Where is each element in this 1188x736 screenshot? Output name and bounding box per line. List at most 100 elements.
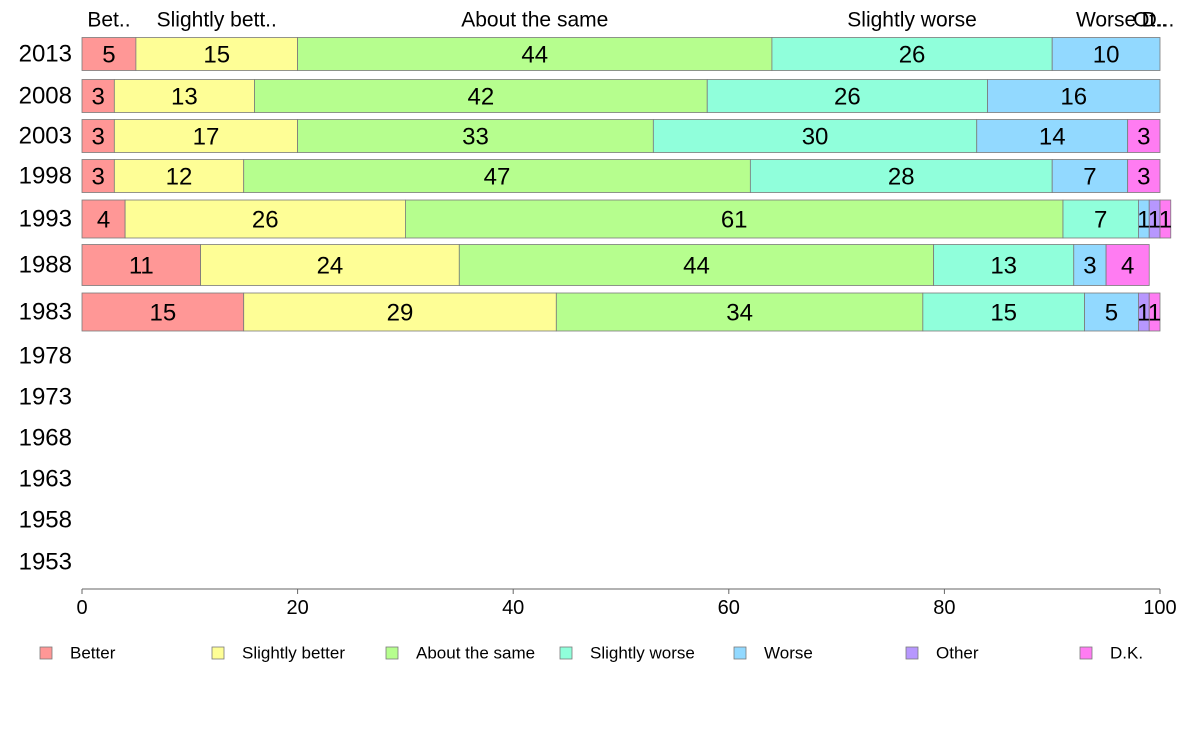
bar-1988-slightly-better <box>200 244 460 286</box>
bar-1993-slightly-better <box>124 199 406 239</box>
top-label-better: Bet.. <box>87 9 130 32</box>
bar-label-2013-slightly-worse: 26 <box>899 42 926 69</box>
bar-label-1988-d-k: 4 <box>1121 253 1134 280</box>
bar-label-1988-about-the-same: 44 <box>683 253 710 280</box>
x-tick-60: 60 <box>718 597 740 619</box>
bar-1983-better <box>81 292 245 332</box>
bar-label-1988-better: 11 <box>129 253 154 280</box>
y-tick-1988: 1988 <box>19 252 72 279</box>
bar-2003-slightly-better <box>113 119 298 153</box>
bar-label-2003-d-k: 3 <box>1137 124 1150 151</box>
top-label-slightly-better: Slightly bett.. <box>157 9 277 32</box>
legend-label-slightly-better: Slightly better <box>242 644 345 663</box>
bar-2003-better <box>81 119 115 153</box>
y-tick-1978: 1978 <box>19 343 72 370</box>
bar-2013-slightly-better <box>135 37 298 71</box>
bar-label-2003-about-the-same: 33 <box>462 124 489 151</box>
top-label-slightly-worse: Slightly worse <box>847 9 977 32</box>
bar-label-1983-worse: 5 <box>1105 300 1118 327</box>
bar-label-1998-slightly-better: 12 <box>166 164 193 191</box>
bar-label-1983-other: 1 <box>1137 300 1150 327</box>
bar-label-1998-better: 3 <box>91 164 104 191</box>
legend-swatch-d-k <box>1079 646 1093 660</box>
y-tick-1993: 1993 <box>19 206 72 233</box>
bar-label-1998-about-the-same: 47 <box>484 164 511 191</box>
bar-2008-slightly-better <box>113 79 255 113</box>
bar-label-1993-worse: 1 <box>1137 207 1150 234</box>
bars: 5 15 44 26 103 13 42 26 163 17 33 30 14 33 12 47 28 7 34 26… <box>81 37 1172 332</box>
bar-2008-worse <box>987 79 1161 113</box>
bar-1998-d-k <box>1127 159 1161 193</box>
bar-label-2003-slightly-worse: 30 <box>802 124 829 151</box>
bar-label-2003-better: 3 <box>91 124 104 151</box>
bar-label-1993-slightly-better: 26 <box>252 207 279 234</box>
bar-label-1988-worse: 3 <box>1083 253 1096 280</box>
bar-label-1983-slightly-better: 29 <box>387 300 414 327</box>
bar-label-2008-slightly-better: 13 <box>171 84 198 111</box>
bar-label-1983-d-k: 1 <box>1148 300 1161 327</box>
legend-swatch-better <box>39 646 53 660</box>
legend-label-better: Better <box>70 644 116 663</box>
bar-2013-worse <box>1051 37 1161 71</box>
bar-label-1998-worse: 7 <box>1083 164 1096 191</box>
bar-label-2013-worse: 10 <box>1093 42 1120 69</box>
legend-label-slightly-worse: Slightly worse <box>590 644 695 663</box>
bar-1998-slightly-better <box>113 159 245 193</box>
top-label-about-the-same: About the same <box>461 9 608 32</box>
x-tick-20: 20 <box>286 597 308 619</box>
bar-label-1993-about-the-same: 61 <box>721 207 748 234</box>
bar-label-1988-slightly-worse: 13 <box>990 253 1017 280</box>
bar-label-1993-other: 1 <box>1148 207 1161 234</box>
bar-label-2003-slightly-better: 17 <box>193 124 220 151</box>
legend-label-other: Other <box>936 644 979 663</box>
top-label-d-k: D... <box>1142 9 1175 32</box>
bar-label-2013-better: 5 <box>102 42 115 69</box>
x-tick-0: 0 <box>76 597 87 619</box>
bar-2008-about-the-same <box>254 79 708 113</box>
bar-label-1983-about-the-same: 34 <box>726 300 753 327</box>
legend-label-about-the-same: About the same <box>416 644 535 663</box>
bar-2008-slightly-worse <box>706 79 988 113</box>
y-tick-1958: 1958 <box>19 507 72 534</box>
bar-label-1993-better: 4 <box>97 207 110 234</box>
bar-1993-d-k <box>1159 199 1172 239</box>
bar-label-1998-slightly-worse: 28 <box>888 164 915 191</box>
bar-label-1988-slightly-better: 24 <box>317 253 344 280</box>
bar-2003-d-k <box>1127 119 1161 153</box>
y-axis: 2013 2008 2003 1998 1993 1988 1983 1978 1973 1968… <box>19 41 72 576</box>
bar-label-2008-worse: 16 <box>1060 84 1087 111</box>
bar-2008-better <box>81 79 115 113</box>
y-tick-1963: 1963 <box>19 466 72 493</box>
bar-label-1983-better: 15 <box>149 300 176 327</box>
legend-label-worse: Worse <box>764 644 813 663</box>
top-category-labels: Bet.. Slightly bett.. About the same Slight… <box>87 9 1174 32</box>
bar-1988-about-the-same <box>458 244 935 286</box>
bar-1988-d-k <box>1105 244 1150 286</box>
bar-2003-about-the-same <box>297 119 654 153</box>
bar-2003-slightly-worse <box>652 119 978 153</box>
legend-swatch-slightly-better <box>211 646 225 660</box>
top-label-other: Ot.. <box>1133 9 1167 32</box>
y-tick-2003: 2003 <box>19 123 72 150</box>
bar-label-2013-about-the-same: 44 <box>521 42 548 69</box>
top-label-worse: Worse <box>1076 9 1136 32</box>
bar-label-2003-worse: 14 <box>1039 124 1066 151</box>
y-tick-2008: 2008 <box>19 83 72 110</box>
bar-label-1993-d-k: 1 <box>1159 207 1172 234</box>
bar-1988-slightly-worse <box>933 244 1075 286</box>
bar-2003-worse <box>976 119 1129 153</box>
x-tick-80: 80 <box>933 597 955 619</box>
bar-label-1993-slightly-worse: 7 <box>1094 207 1107 234</box>
bar-1983-about-the-same <box>555 292 924 332</box>
bar-1998-about-the-same <box>243 159 751 193</box>
y-tick-1973: 1973 <box>19 384 72 411</box>
y-tick-2013: 2013 <box>19 41 72 68</box>
x-axis: 0 20 40 60 80 100 <box>76 588 1177 619</box>
bar-label-1983-slightly-worse: 15 <box>990 300 1017 327</box>
y-tick-1953: 1953 <box>19 549 72 576</box>
legend-swatch-other <box>905 646 919 660</box>
bar-1983-worse <box>1084 292 1139 332</box>
bar-1993-about-the-same <box>404 199 1064 239</box>
bar-label-2013-slightly-better: 15 <box>203 42 230 69</box>
